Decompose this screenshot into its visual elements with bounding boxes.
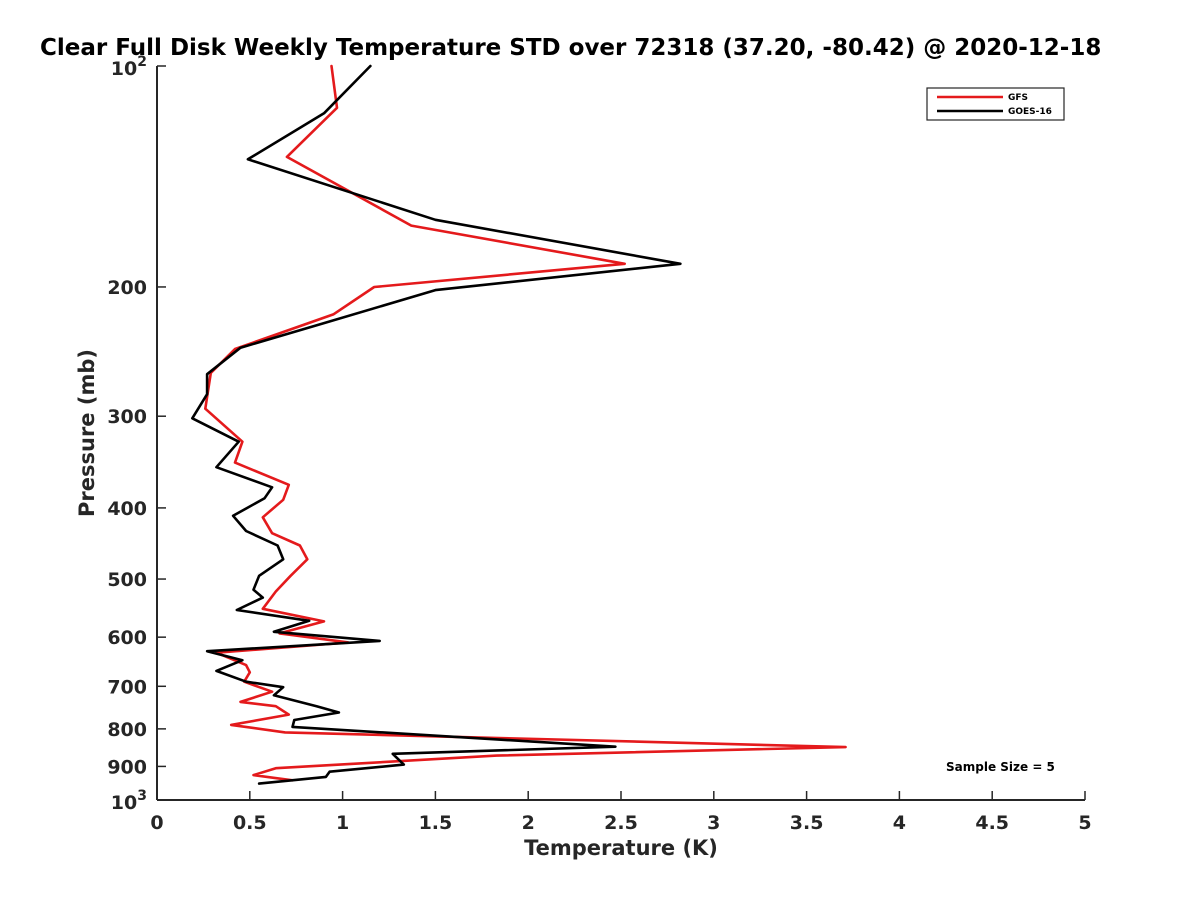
x-tick-label: 5: [1078, 812, 1091, 834]
y-tick-label: 900: [107, 756, 147, 778]
y-tick-label: 600: [107, 627, 147, 649]
y-tick-label: 800: [107, 719, 147, 741]
x-axis-label: Temperature (K): [524, 836, 718, 860]
y-tick-label: 700: [107, 676, 147, 698]
x-tick-label: 4: [893, 812, 906, 834]
x-tick-label: 3.5: [790, 812, 824, 834]
y-tick-label: 400: [107, 498, 147, 520]
legend: GFS GOES-16: [926, 87, 1065, 121]
y-tick-label-exponent: 3: [137, 788, 147, 804]
x-tick-label: 2: [522, 812, 535, 834]
legend-box: [926, 87, 1065, 121]
x-tick-label: 4.5: [975, 812, 1009, 834]
y-tick-label: 300: [107, 406, 147, 428]
series-layer: [191, 64, 847, 785]
y-tick-label: 200: [107, 277, 147, 299]
plot-area: [157, 66, 1085, 800]
chart-title: Clear Full Disk Weekly Temperature STD o…: [40, 35, 1101, 61]
y-tick-label-base: 10: [111, 792, 137, 814]
y-tick-label-base: 10: [111, 58, 137, 80]
sample-size-annotation: Sample Size = 5: [946, 760, 1055, 774]
y-tick-label: 500: [107, 569, 147, 591]
x-tick-label: 3: [707, 812, 720, 834]
x-tick-label: 0: [150, 812, 163, 834]
y-axis-label: Pressure (mb): [75, 349, 99, 517]
x-tick-label: 1: [336, 812, 349, 834]
x-tick-label: 0.5: [233, 812, 267, 834]
series-line-goes-16: [191, 64, 682, 785]
y-tick-label-exponent: 2: [137, 54, 147, 70]
legend-label-gfs: GFS: [1008, 93, 1028, 103]
y-tick-label: 103: [111, 788, 147, 814]
y-tick-label: 102: [111, 54, 147, 80]
x-tick-label: 2.5: [604, 812, 638, 834]
x-tick-label: 1.5: [419, 812, 453, 834]
legend-label-goes16: GOES-16: [1008, 107, 1052, 117]
series-line-gfs: [204, 64, 847, 782]
x-axis-ticks: 0 0.5 1 1.5 2 2.5 3 3.5 4 4.5 5: [150, 791, 1092, 834]
